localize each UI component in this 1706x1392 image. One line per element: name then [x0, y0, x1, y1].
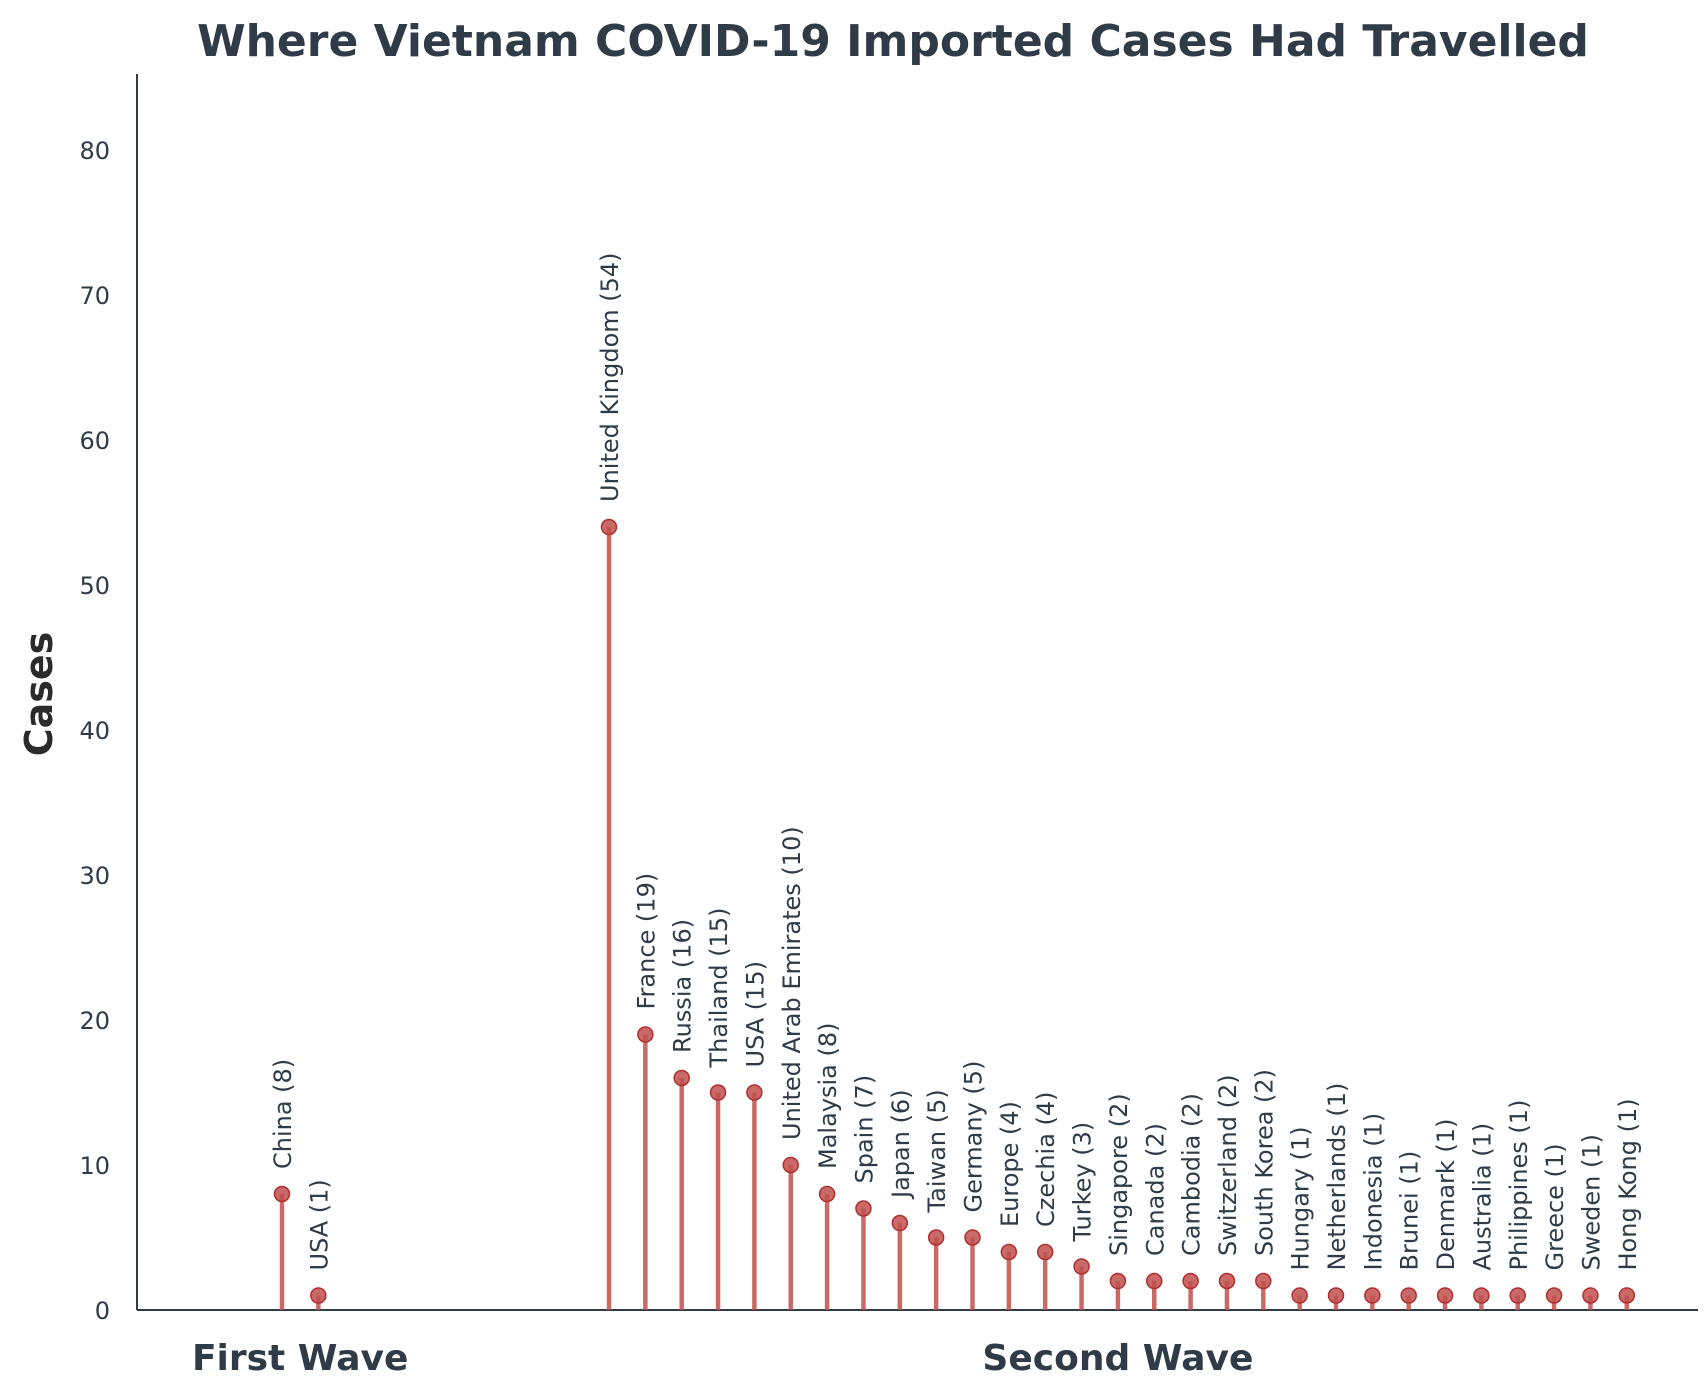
data-point	[1036, 1243, 1054, 1261]
y-tick-label: 30	[79, 862, 110, 890]
data-point	[1545, 1287, 1563, 1304]
point-label: Indonesia (1)	[1359, 1113, 1387, 1271]
data-point	[746, 1084, 763, 1101]
point-label: Europe (4)	[996, 1101, 1024, 1227]
point-label: Hungary (1)	[1287, 1126, 1315, 1270]
data-point	[1182, 1272, 1199, 1290]
point-label: Russia (16)	[669, 919, 697, 1053]
point-label: Canada (2)	[1141, 1123, 1169, 1256]
data-point	[1509, 1287, 1526, 1304]
data-point	[310, 1287, 327, 1304]
group-label: First Wave	[192, 1338, 408, 1379]
y-tick-label: 80	[79, 137, 110, 165]
point-label: USA (1)	[305, 1179, 333, 1270]
point-label: Switzerland (2)	[1214, 1074, 1242, 1256]
point-label: United Kingdom (54)	[596, 252, 624, 502]
y-ticks: 0 10 20 30 40 50 60 70 80	[79, 137, 110, 1325]
data-point	[818, 1185, 836, 1203]
point-labels: China (8) USA (1) United Kingdom (54) Franc…	[269, 252, 1642, 1270]
data-point	[1436, 1287, 1454, 1304]
data-point	[709, 1084, 727, 1101]
data-point	[1618, 1287, 1636, 1304]
data-point	[1073, 1258, 1090, 1275]
point-label: Cambodia (2)	[1178, 1093, 1206, 1256]
data-point	[1291, 1287, 1308, 1304]
point-label: Taiwan (5)	[923, 1089, 951, 1213]
data-point	[1218, 1272, 1236, 1290]
point-label: South Korea (2)	[1250, 1069, 1278, 1256]
point-label: France (19)	[632, 873, 660, 1010]
point-label: Denmark (1)	[1432, 1119, 1460, 1271]
y-tick-label: 60	[79, 427, 110, 455]
chart-title: Where Vietnam COVID-19 Imported Cases Ha…	[197, 16, 1589, 67]
point-label: Czechia (4)	[1032, 1091, 1060, 1227]
stems	[273, 518, 1636, 1310]
group-label: Second Wave	[982, 1338, 1253, 1379]
data-point	[1255, 1272, 1272, 1290]
point-label: Malaysia (8)	[814, 1023, 842, 1170]
y-tick-label: 40	[79, 717, 110, 745]
point-label: Japan (6)	[887, 1089, 915, 1200]
y-tick-label: 20	[79, 1007, 110, 1035]
data-point	[1364, 1287, 1381, 1304]
point-label: Germany (5)	[960, 1061, 988, 1213]
point-label: China (8)	[269, 1059, 297, 1169]
data-point	[637, 1026, 654, 1043]
y-tick-label: 0	[95, 1297, 110, 1325]
point-label: Greece (1)	[1541, 1143, 1569, 1270]
data-point	[1582, 1287, 1599, 1304]
point-label: Turkey (3)	[1069, 1122, 1097, 1243]
y-axis-label: Cases	[17, 632, 61, 757]
data-point	[891, 1214, 909, 1232]
point-label: Spain (7)	[850, 1075, 878, 1184]
point-label: Sweden (1)	[1577, 1134, 1605, 1270]
group-labels: First Wave Second Wave	[192, 1338, 1253, 1379]
point-label: Singapore (2)	[1105, 1093, 1133, 1256]
point-label: Hong Kong (1)	[1614, 1098, 1642, 1270]
data-point	[1146, 1272, 1163, 1290]
point-label: Philippines (1)	[1505, 1100, 1533, 1271]
point-label: United Arab Emirates (10)	[778, 826, 806, 1140]
data-point	[1473, 1287, 1490, 1304]
point-label: Netherlands (1)	[1323, 1083, 1351, 1271]
y-tick-label: 50	[79, 572, 110, 600]
point-label: Australia (1)	[1468, 1123, 1496, 1271]
data-point	[1400, 1287, 1417, 1304]
data-point	[600, 518, 618, 536]
data-point	[1000, 1243, 1018, 1261]
y-tick-label: 70	[79, 282, 110, 310]
point-label: Brunei (1)	[1396, 1151, 1424, 1271]
data-point	[855, 1200, 872, 1217]
y-tick-label: 10	[79, 1152, 110, 1180]
data-point	[273, 1185, 291, 1203]
point-label: Thailand (15)	[705, 908, 733, 1069]
data-point	[964, 1229, 981, 1246]
point-label: USA (15)	[741, 961, 769, 1068]
data-point	[782, 1156, 799, 1174]
data-point	[927, 1229, 945, 1246]
data-point	[1109, 1272, 1127, 1290]
data-point	[673, 1069, 690, 1087]
data-point	[1327, 1287, 1345, 1304]
